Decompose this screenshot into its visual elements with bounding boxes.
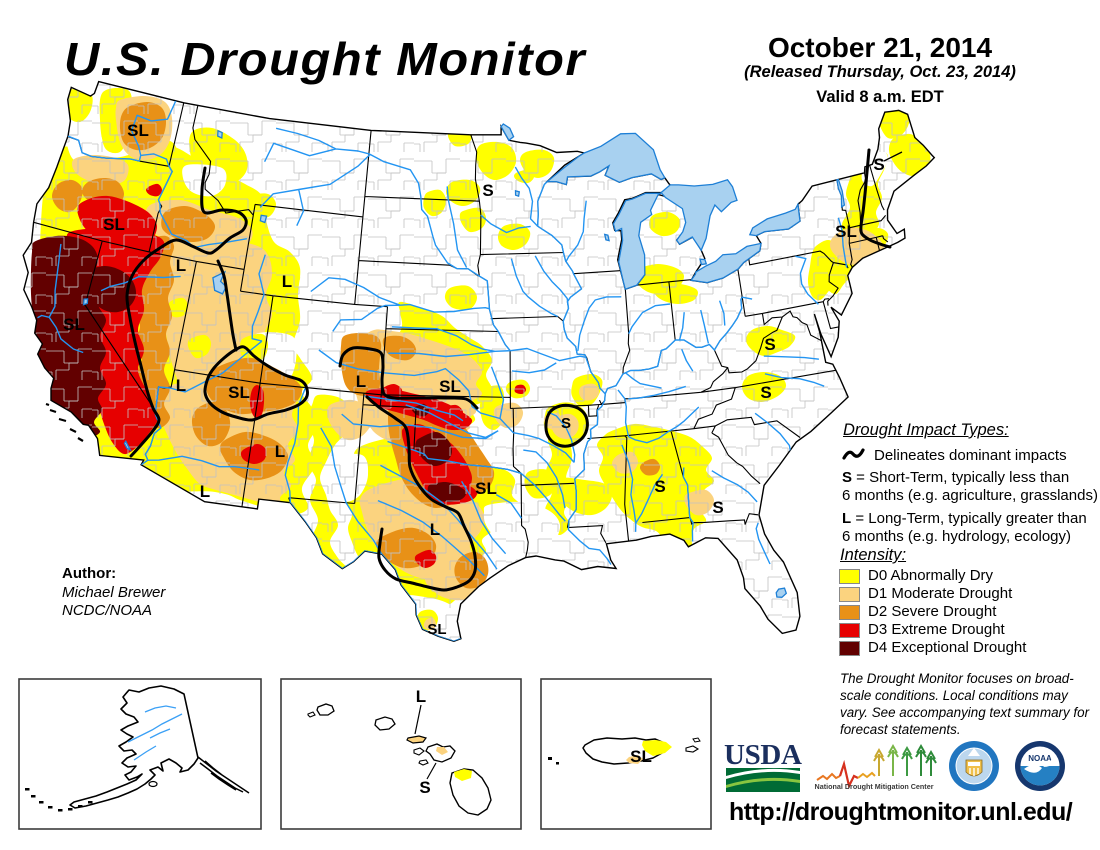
svg-text:L: L <box>416 687 426 706</box>
svg-text:SL: SL <box>127 121 149 140</box>
svg-text:SL: SL <box>103 215 125 234</box>
svg-text:S: S <box>764 335 775 354</box>
svg-text:SL: SL <box>63 315 85 334</box>
svg-text:L: L <box>282 272 292 291</box>
svg-text:SL: SL <box>427 621 446 638</box>
svg-text:S: S <box>561 415 571 432</box>
svg-text:L: L <box>200 482 210 501</box>
svg-text:National Drought Mitigation Ce: National Drought Mitigation Center <box>815 782 934 791</box>
svg-text:S: S <box>760 383 771 402</box>
svg-text:S: S <box>419 778 430 797</box>
svg-text:USDA: USDA <box>724 739 802 771</box>
svg-text:NOAA: NOAA <box>1028 754 1052 763</box>
svg-text:S: S <box>654 477 665 496</box>
svg-text:L: L <box>176 376 186 395</box>
svg-text:L: L <box>176 256 186 275</box>
svg-text:SL: SL <box>630 747 652 766</box>
svg-text:L: L <box>430 520 440 539</box>
svg-text:L: L <box>356 372 366 391</box>
svg-text:SL: SL <box>439 377 461 396</box>
svg-text:S: S <box>712 498 723 517</box>
svg-text:L: L <box>275 442 285 461</box>
svg-text:SL: SL <box>475 479 497 498</box>
svg-text:SL: SL <box>228 383 250 402</box>
svg-text:SL: SL <box>835 222 857 241</box>
svg-text:S: S <box>482 181 493 200</box>
svg-text:S: S <box>873 155 884 174</box>
